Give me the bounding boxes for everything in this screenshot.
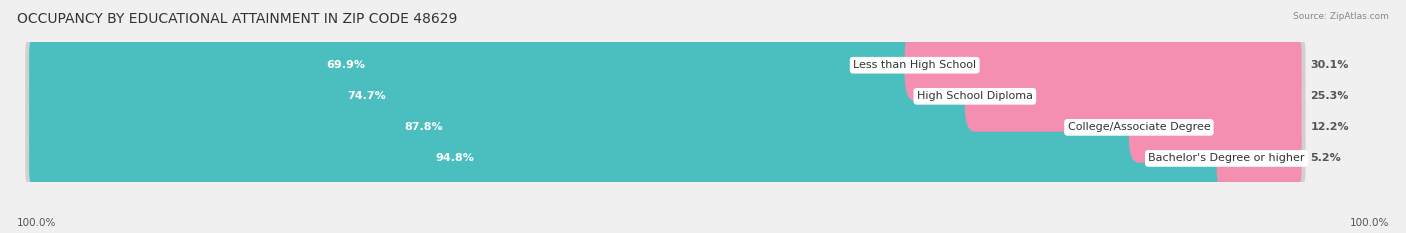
Text: Source: ZipAtlas.com: Source: ZipAtlas.com <box>1294 12 1389 21</box>
Text: 12.2%: 12.2% <box>1310 122 1350 132</box>
FancyBboxPatch shape <box>30 123 1302 194</box>
Text: 100.0%: 100.0% <box>1350 218 1389 228</box>
FancyBboxPatch shape <box>904 30 1302 101</box>
FancyBboxPatch shape <box>965 61 1302 132</box>
FancyBboxPatch shape <box>1216 123 1302 194</box>
Text: OCCUPANCY BY EDUCATIONAL ATTAINMENT IN ZIP CODE 48629: OCCUPANCY BY EDUCATIONAL ATTAINMENT IN Z… <box>17 12 457 26</box>
Text: 25.3%: 25.3% <box>1310 91 1348 101</box>
FancyBboxPatch shape <box>30 123 1237 194</box>
FancyBboxPatch shape <box>1129 92 1302 163</box>
Text: 69.9%: 69.9% <box>326 60 366 70</box>
Text: 5.2%: 5.2% <box>1310 154 1341 163</box>
FancyBboxPatch shape <box>25 122 1306 195</box>
FancyBboxPatch shape <box>30 61 1302 132</box>
FancyBboxPatch shape <box>25 29 1306 102</box>
FancyBboxPatch shape <box>30 30 925 101</box>
Text: Less than High School: Less than High School <box>853 60 976 70</box>
Text: High School Diploma: High School Diploma <box>917 91 1033 101</box>
Text: College/Associate Degree: College/Associate Degree <box>1067 122 1211 132</box>
Text: 87.8%: 87.8% <box>405 122 443 132</box>
Text: 30.1%: 30.1% <box>1310 60 1348 70</box>
FancyBboxPatch shape <box>25 91 1306 164</box>
Text: Bachelor's Degree or higher: Bachelor's Degree or higher <box>1149 154 1305 163</box>
FancyBboxPatch shape <box>30 61 984 132</box>
FancyBboxPatch shape <box>30 92 1149 163</box>
Text: 100.0%: 100.0% <box>17 218 56 228</box>
FancyBboxPatch shape <box>30 30 1302 101</box>
FancyBboxPatch shape <box>30 92 1302 163</box>
Text: 94.8%: 94.8% <box>436 154 474 163</box>
FancyBboxPatch shape <box>25 60 1306 133</box>
Text: 74.7%: 74.7% <box>347 91 387 101</box>
